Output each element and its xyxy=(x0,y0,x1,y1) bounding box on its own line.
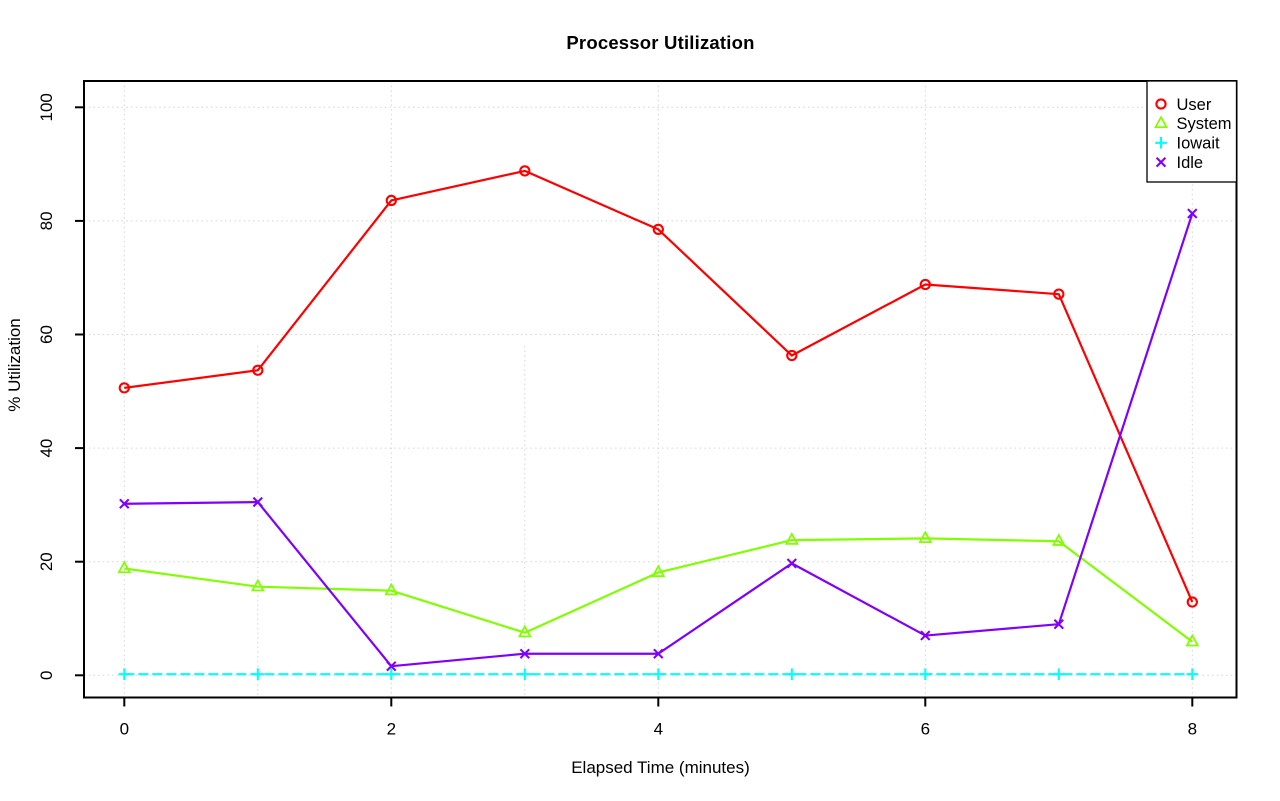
data-point-user xyxy=(652,223,664,236)
data-point-idle xyxy=(386,661,397,672)
legend-box xyxy=(1146,80,1238,183)
data-point-idle xyxy=(1053,619,1064,630)
data-point-idle xyxy=(252,496,263,508)
data-point-iowait xyxy=(519,668,531,680)
legend-symbol-user xyxy=(1155,98,1167,110)
legend-symbol-iowait xyxy=(1155,137,1167,149)
data-point-user xyxy=(118,382,130,394)
data-point-idle xyxy=(786,558,797,569)
data-point-system xyxy=(1051,533,1066,546)
data-point-system xyxy=(517,624,532,638)
legend-label-system: System xyxy=(1177,115,1232,133)
data-point-system xyxy=(250,578,265,592)
data-point-user xyxy=(1186,596,1198,608)
x-tick-label: 6 xyxy=(921,720,930,739)
data-point-idle xyxy=(653,648,664,659)
data-point-system xyxy=(918,530,933,544)
plot-border xyxy=(83,80,1238,699)
y-axis-label: % Utilization xyxy=(5,318,24,412)
data-point-user xyxy=(1053,288,1065,300)
legend-label-user: User xyxy=(1177,96,1212,114)
data-point-user xyxy=(252,364,264,376)
data-point-system xyxy=(1185,633,1200,647)
x-axis-label: Elapsed Time (minutes) xyxy=(571,758,750,777)
y-tick-label: 0 xyxy=(37,671,56,680)
legend-label-idle: Idle xyxy=(1177,154,1204,172)
data-point-system xyxy=(784,532,799,545)
series-line-user xyxy=(124,169,1194,603)
x-tick-label: 4 xyxy=(654,720,663,739)
series-line-system xyxy=(124,537,1193,643)
data-point-iowait xyxy=(919,668,932,680)
data-point-iowait xyxy=(252,668,264,680)
data-point-user xyxy=(919,278,931,291)
y-tick-label: 60 xyxy=(37,325,56,344)
data-point-iowait xyxy=(1186,668,1199,680)
data-point-idle xyxy=(920,630,931,641)
data-point-idle xyxy=(519,648,530,659)
y-tick-label: 100 xyxy=(37,93,56,121)
y-tick-label: 40 xyxy=(37,439,56,458)
data-point-system xyxy=(651,564,666,578)
data-point-idle xyxy=(1187,208,1198,219)
legend-symbol-system xyxy=(1154,115,1168,128)
x-tick-label: 0 xyxy=(120,720,129,739)
data-point-iowait xyxy=(385,668,398,680)
data-point-user xyxy=(786,349,798,362)
data-point-idle xyxy=(119,498,130,509)
data-point-user xyxy=(519,165,531,177)
data-point-user xyxy=(385,194,397,207)
x-tick-label: 2 xyxy=(387,720,396,739)
y-tick-label: 20 xyxy=(37,552,56,571)
data-point-iowait xyxy=(786,668,798,680)
data-point-iowait xyxy=(652,668,665,680)
y-tick-label: 80 xyxy=(37,211,56,230)
data-point-iowait xyxy=(118,668,131,680)
legend-symbol-idle xyxy=(1155,157,1167,168)
x-tick-label: 8 xyxy=(1188,720,1197,739)
data-point-iowait xyxy=(1053,668,1065,680)
data-point-system xyxy=(384,582,399,596)
legend-label-iowait: Iowait xyxy=(1177,135,1221,153)
chart-title: Processor Utilization xyxy=(566,32,755,53)
data-point-system xyxy=(117,560,132,574)
